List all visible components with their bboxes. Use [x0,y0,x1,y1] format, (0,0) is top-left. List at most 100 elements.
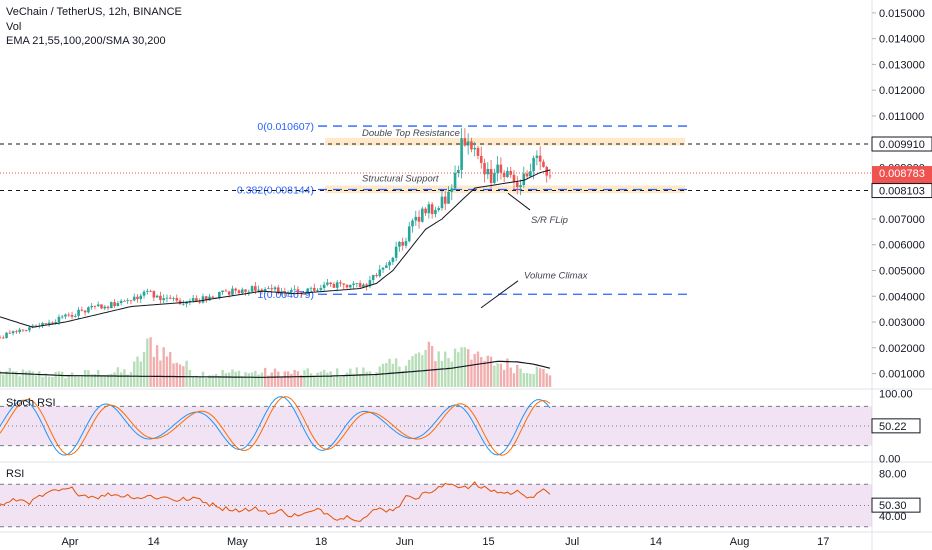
candle-body [463,138,467,146]
volume-bar [398,366,401,387]
volume-bar [257,374,260,387]
candle-body [231,288,234,295]
candle-body [407,226,411,242]
volume-bar [254,370,257,387]
y-tick-label: 0.011000 [879,111,924,123]
volume-bar [306,368,309,387]
candle-body [28,327,31,331]
volume-bar [119,372,123,387]
x-tick-label: Aug [730,536,750,548]
volume-bar [319,371,323,387]
candle-body [139,295,143,300]
volume-bar [296,371,300,387]
rsi-title: RSI [6,468,25,480]
candle-body [113,302,116,307]
candle-body [326,282,329,285]
x-tick-label: 15 [482,536,494,548]
volume-bar [277,371,280,387]
candle-body [430,204,434,215]
candle-body [437,208,440,210]
y-tick-label: 0.004000 [879,291,925,303]
candle-body [355,283,359,284]
stoch-tick-label: 0.00 [879,454,900,466]
candle-body [152,291,156,298]
candle-body [273,287,277,290]
candle-body [348,284,352,288]
y-tick-label: 0.015000 [879,8,925,20]
volume-bar [499,363,503,387]
volume-bar [110,373,113,387]
candle-body [155,295,159,298]
candle-body [172,298,175,299]
volume-bar [326,372,329,387]
volume-bar [316,372,319,387]
candle-body [450,188,454,192]
volume-bar [339,376,342,387]
volume-bar [336,368,339,387]
volume-ma-line [0,360,551,378]
candle-body [362,284,365,288]
volume-bar [80,375,84,387]
price-badge [872,166,932,181]
candle-body [87,307,90,313]
candle-body [64,314,67,317]
candle-body [506,170,509,178]
volume-bar [404,365,408,387]
candle-body [188,300,192,302]
candle-body [398,241,401,247]
candle-body [381,267,385,270]
stoch-tick-label: 100.00 [879,388,913,400]
stoch-value-badge [871,418,921,434]
volume-bar [375,372,378,387]
candle-body [267,288,270,290]
volume-bar [516,364,519,387]
candle-body [211,296,215,298]
volume-bar [195,375,198,387]
price-badge-label: 0.008103 [879,186,925,198]
vol-legend: Vol [6,21,22,33]
sr-zone [325,137,685,146]
candle-body [496,164,499,174]
volume-bar [0,370,2,387]
volume-bar [191,376,195,387]
y-tick-label: 0.013000 [879,59,925,71]
candle-body [371,275,375,281]
candle-body [263,289,267,292]
candle-body [509,170,513,175]
candle-body [110,302,113,309]
volume-bar [149,337,152,387]
volume-bar [519,368,522,387]
volume-bar [77,376,80,387]
candle-body [165,297,169,299]
volume-bar [293,369,296,387]
candle-body [159,295,162,301]
candle-body [83,310,87,313]
fib-level-label: 0(0.010607) [257,121,314,133]
volume-bar [457,352,460,387]
symbol-title: VeChain / TetherUS, 12h, BINANCE [6,6,182,18]
price-badge [871,136,932,152]
rsi-tick-label: 80.00 [879,469,907,481]
candle-body [483,162,486,175]
volume-bar [146,338,149,387]
x-tick-label: May [227,536,248,548]
candle-body [309,287,313,289]
candle-body [306,288,310,295]
candle-body [385,265,388,268]
volume-bar [483,360,486,387]
volume-bar [267,375,270,387]
candle-body [244,289,247,292]
volume-bar [349,368,352,387]
volume-bar [126,374,129,387]
volume-bar [355,367,359,387]
candle-body [198,301,202,303]
volume-bar [273,368,277,387]
candle-body [502,172,506,178]
candle-body [329,282,332,285]
volume-bar [97,370,100,387]
candle-body [358,283,362,288]
candle-body [470,141,473,150]
candle-body [175,298,179,301]
